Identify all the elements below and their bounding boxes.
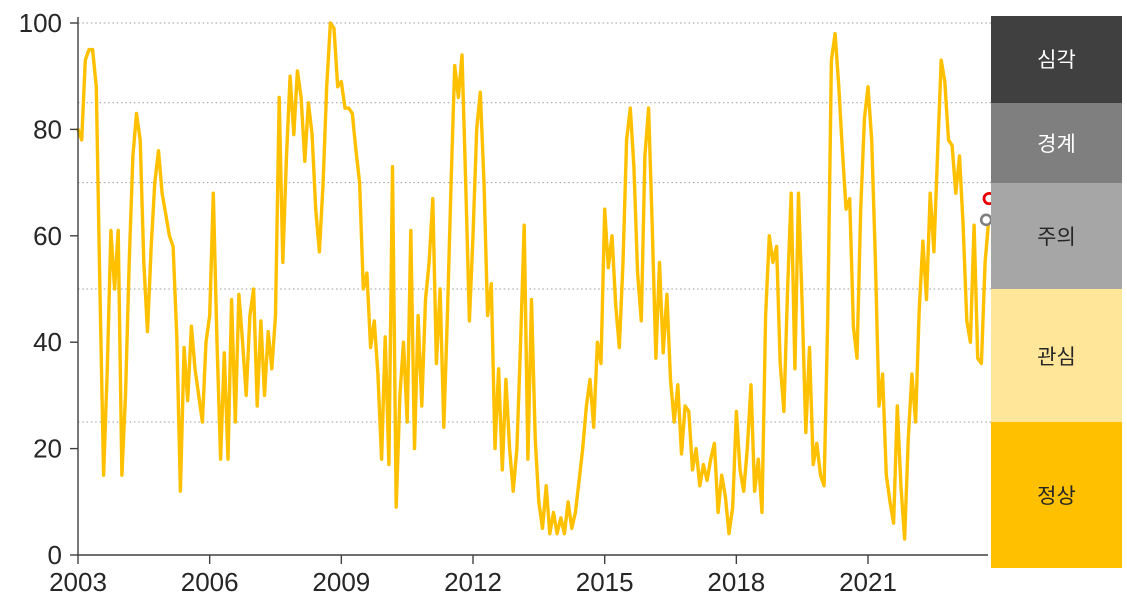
band-alert: 경계 [991, 102, 1122, 183]
x-tick-label: 2012 [444, 567, 502, 597]
band-normal: 정상 [991, 422, 1122, 568]
x-tick-label: 2018 [707, 567, 765, 597]
y-tick-label: 20 [33, 434, 62, 464]
band-caution: 주의 [991, 182, 1122, 289]
x-tick-label: 2015 [576, 567, 634, 597]
y-tick-label: 80 [33, 114, 62, 144]
band-label-interest: 관심 [1037, 345, 1076, 369]
band-label-caution: 주의 [1037, 225, 1076, 249]
y-tick-label: 60 [33, 221, 62, 251]
y-tick-label: 0 [48, 540, 62, 570]
index-line-series [76, 21, 991, 541]
band-label-normal: 정상 [1037, 485, 1076, 508]
y-tick-label: 100 [19, 8, 62, 38]
band-label-alert: 경계 [1037, 132, 1076, 156]
x-tick-label: 2003 [49, 567, 107, 597]
y-tick-label: 40 [33, 327, 62, 357]
band-label-severe: 심각 [1037, 49, 1076, 73]
x-tick-label: 2006 [181, 567, 239, 597]
prior-point-marker [979, 213, 993, 227]
x-tick-label: 2009 [312, 567, 370, 597]
x-tick-label: 2021 [839, 567, 897, 597]
band-severe: 심각 [991, 16, 1122, 103]
band-interest: 관심 [991, 289, 1122, 422]
alert-level-legend: 심각 경계 주의 관심 정상 [991, 16, 1122, 568]
